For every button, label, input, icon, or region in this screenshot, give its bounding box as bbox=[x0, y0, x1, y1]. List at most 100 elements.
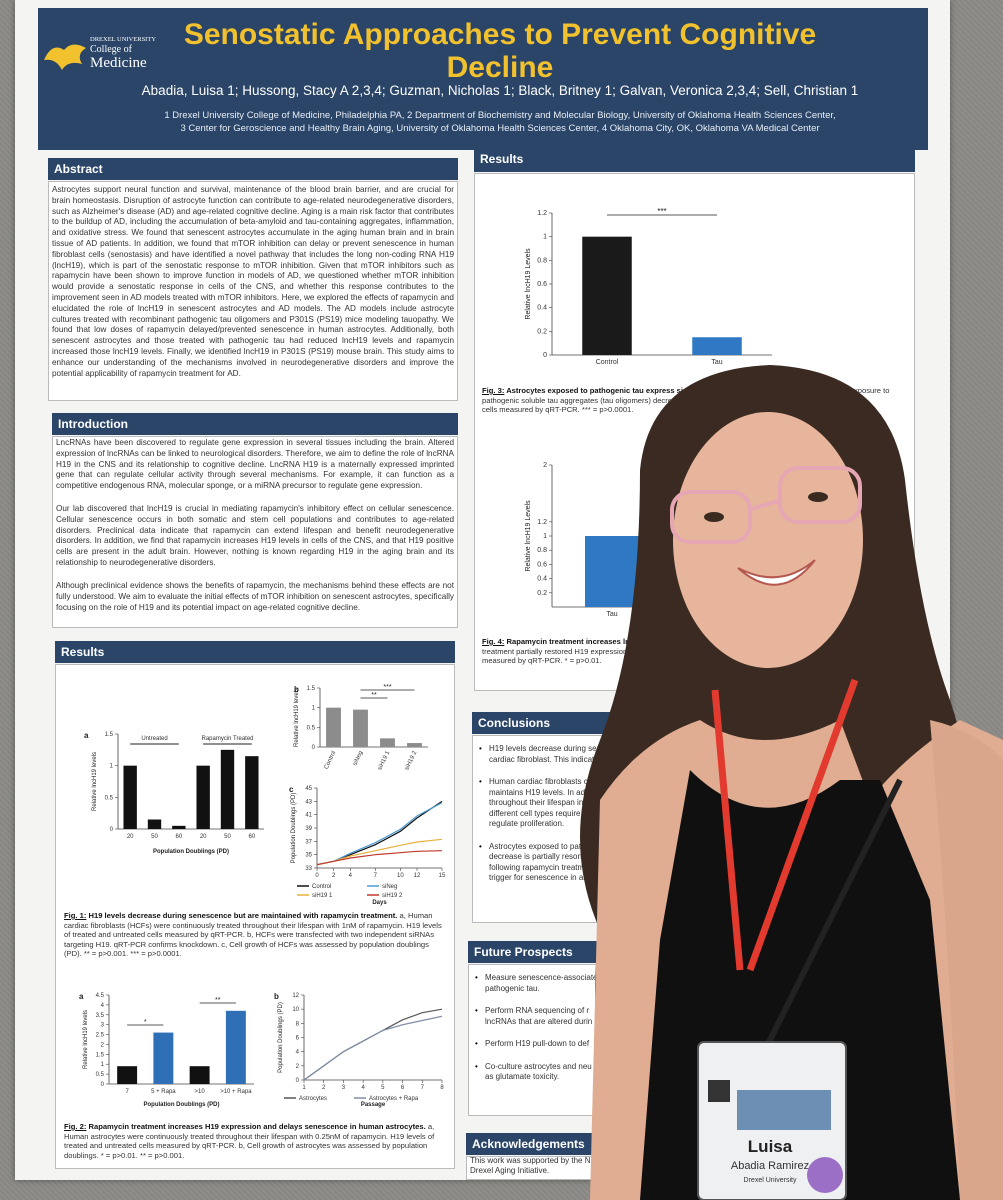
y-axis-label: Relative lncH19 Levels bbox=[525, 500, 532, 572]
group-label: Rapamycin Treated bbox=[201, 736, 253, 742]
y-tick-label: 1 bbox=[543, 234, 547, 241]
bullet-text: following rapamycin treatm bbox=[489, 862, 585, 872]
x-tick-label: Tau bbox=[606, 611, 617, 618]
fig-label: Fig. 4: bbox=[482, 637, 505, 646]
bullet-text: pathogenic tau. bbox=[485, 983, 540, 993]
y-tick-label: 37 bbox=[305, 839, 312, 845]
intro-text: LncRNAs have been discovered to regulate… bbox=[56, 438, 454, 491]
x-tick-label: 8 bbox=[440, 1085, 444, 1091]
bar bbox=[582, 236, 632, 355]
y-tick-label: 1.2 bbox=[537, 519, 547, 526]
significance-label: ** bbox=[371, 692, 377, 699]
y-tick-label: 0 bbox=[312, 745, 316, 751]
bar bbox=[172, 825, 186, 829]
y-tick-label: 0 bbox=[110, 827, 114, 833]
x-tick-label: 7 bbox=[125, 1089, 129, 1095]
glasses bbox=[747, 498, 783, 512]
bullet-text: as glutamate toxicity. bbox=[485, 1072, 560, 1081]
x-tick-label: 20 bbox=[200, 834, 207, 840]
section-heading: Results bbox=[474, 148, 915, 172]
x-axis-label: Days bbox=[372, 900, 387, 906]
x-tick-label: 12 bbox=[414, 873, 421, 879]
fig-title: Astrocytes exposed to pathogenic tau exp… bbox=[506, 386, 697, 395]
fig-text: a, Human cardiac fibroblasts (HCFs) were… bbox=[64, 911, 442, 959]
x-tick-label: 7 bbox=[421, 1085, 425, 1091]
lanyard bbox=[711, 678, 859, 972]
bullet-text: maintains H19 levels. In additio bbox=[489, 787, 600, 797]
x-tick-label: Control bbox=[596, 359, 619, 366]
y-tick-label: 0.5 bbox=[307, 725, 316, 731]
fig-label: Fig. 2: bbox=[64, 1122, 87, 1131]
y-tick-label: 0.2 bbox=[537, 590, 547, 597]
line bbox=[316, 850, 443, 866]
intro-text: Although preclinical evidence shows the … bbox=[56, 581, 454, 612]
section-heading: Introduction bbox=[52, 413, 458, 435]
x-tick-label: 2 bbox=[332, 873, 336, 879]
bar bbox=[153, 1032, 174, 1084]
abstract-text: Astrocytes support neural function and s… bbox=[52, 185, 454, 378]
x-tick-label: 50 bbox=[224, 834, 231, 840]
bullet-text: cardiac fibroblast. This indicates bbox=[489, 754, 603, 764]
y-tick-label: 0.6 bbox=[537, 561, 547, 568]
x-tick-label: 0 bbox=[315, 873, 319, 879]
bar bbox=[585, 536, 639, 607]
figure-caption: Fig. 4: Rapamycin treatment increases ln… bbox=[482, 637, 782, 666]
bullet-text: trigger for senescence in as bbox=[489, 873, 588, 882]
badge-school: Drexel University bbox=[744, 1177, 797, 1184]
bullet: • bbox=[479, 841, 482, 851]
legend-label: siH19 1 bbox=[312, 893, 333, 899]
bullet: • bbox=[475, 1006, 478, 1015]
y-tick-label: 0.5 bbox=[96, 1072, 105, 1078]
y-tick-label: 3 bbox=[101, 1023, 105, 1029]
y-tick-label: 1 bbox=[101, 1062, 105, 1068]
bar bbox=[196, 765, 210, 829]
x-tick-label: 7 bbox=[374, 873, 378, 879]
x-tick-label: siNeg bbox=[352, 750, 364, 766]
bullet: • bbox=[475, 973, 478, 982]
y-tick-label: 0.4 bbox=[537, 576, 547, 583]
significance-label: ** bbox=[215, 997, 221, 1004]
poster-header bbox=[38, 8, 928, 150]
bar bbox=[353, 709, 368, 747]
y-tick-label: 39 bbox=[305, 826, 312, 832]
x-axis-label: Passage bbox=[361, 1102, 386, 1108]
y-axis-label: Relative lncH19 levels bbox=[294, 688, 300, 747]
y-tick-label: 0.8 bbox=[537, 257, 547, 264]
bullet-text: regulate proliferation. bbox=[489, 819, 565, 828]
fig-title: Rapamycin treatment increases ln bbox=[506, 637, 630, 646]
chart: 33 35 37 39 41 43 45 Population Doublings (PD) D… bbox=[289, 785, 446, 906]
fig-label: Fig. 1: bbox=[64, 911, 87, 920]
eye bbox=[808, 492, 828, 502]
y-tick-label: 45 bbox=[305, 786, 312, 792]
bullet-text: throughout their lifespan increa bbox=[489, 798, 599, 807]
y-tick-label: 12 bbox=[292, 993, 299, 999]
y-tick-label: 0 bbox=[296, 1078, 300, 1084]
x-tick-label: 50 bbox=[151, 834, 158, 840]
y-tick-label: 4 bbox=[296, 1050, 300, 1056]
bullet-text: Perform RNA sequencing of r bbox=[485, 1006, 590, 1015]
panel-label: b bbox=[274, 992, 279, 1001]
y-tick-label: 1 bbox=[312, 706, 316, 712]
x-tick-label: 60 bbox=[248, 834, 255, 840]
y-tick-label: 0 bbox=[101, 1082, 105, 1088]
bullet-text: lncRNAs that are altered durin bbox=[485, 1016, 593, 1026]
legend-label: siH19 2 bbox=[382, 893, 403, 899]
y-axis-label: Population Doublings (PD) bbox=[278, 1002, 284, 1073]
bar bbox=[380, 738, 395, 747]
x-tick-label: 20 bbox=[127, 834, 134, 840]
chart: 0 0.5 1 1.5 Relative lncH19 levels Population… bbox=[84, 731, 264, 855]
x-tick-label: 6 bbox=[401, 1085, 405, 1091]
panel-label: b bbox=[294, 685, 299, 694]
poster-title: Senostatic Approaches to Prevent Cogniti… bbox=[183, 18, 817, 84]
y-tick-label: 1.2 bbox=[537, 210, 547, 217]
arm bbox=[930, 720, 1003, 1200]
significance-label: *** bbox=[657, 207, 666, 216]
chart: 0 0.5 1 1.5 2 2.5 3 3.5 4 4.5 Relative lncH19 leve… bbox=[79, 992, 254, 1108]
section-box bbox=[52, 436, 458, 628]
bar bbox=[692, 337, 742, 355]
section-heading: Abstract bbox=[48, 158, 458, 180]
bar bbox=[225, 1010, 246, 1084]
figure-caption: Fig. 1: H19 levels decrease during senes… bbox=[64, 911, 448, 959]
